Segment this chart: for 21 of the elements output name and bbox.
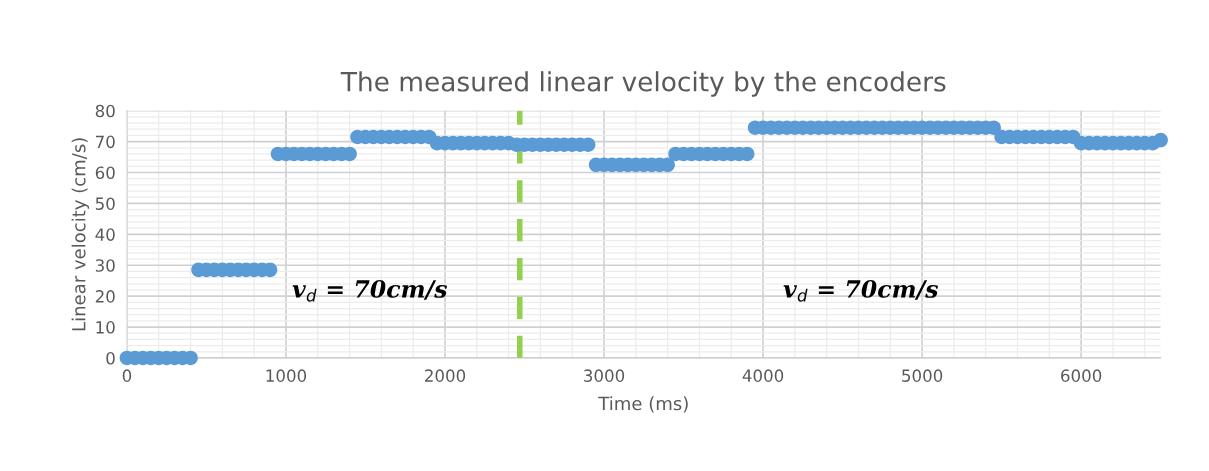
- x-tick-label: 6000: [1061, 369, 1102, 382]
- x-axis-title: Time (ms): [598, 396, 688, 413]
- x-tick-label: 0: [122, 369, 132, 382]
- y-axis-title: Linear velocity (cm/s): [71, 138, 90, 331]
- x-tick-label: 5000: [902, 369, 943, 382]
- annotation: v$_{d}$ = 70cm/s: [783, 280, 939, 302]
- x-tick-label: 4000: [742, 369, 784, 382]
- y-tick-label: 40: [95, 228, 115, 241]
- y-tick-label: 80: [95, 104, 115, 118]
- y-tick-label: 70: [95, 135, 115, 149]
- x-tick-label: 2000: [425, 369, 466, 382]
- y-tick-label: 10: [96, 321, 115, 334]
- chart-title: The measured linear velocity by the encoders: [340, 71, 946, 97]
- annotation: v$_{d}$ = 70cm/s: [292, 280, 448, 302]
- x-tick-label: 1000: [266, 369, 307, 382]
- x-tick-label: 3000: [584, 369, 625, 382]
- y-tick-label: 0: [106, 351, 115, 365]
- y-tick-label: 30: [95, 259, 115, 272]
- y-tick-label: 50: [95, 197, 115, 210]
- y-tick-label: 60: [95, 166, 115, 180]
- y-tick-label: 20: [95, 290, 115, 303]
